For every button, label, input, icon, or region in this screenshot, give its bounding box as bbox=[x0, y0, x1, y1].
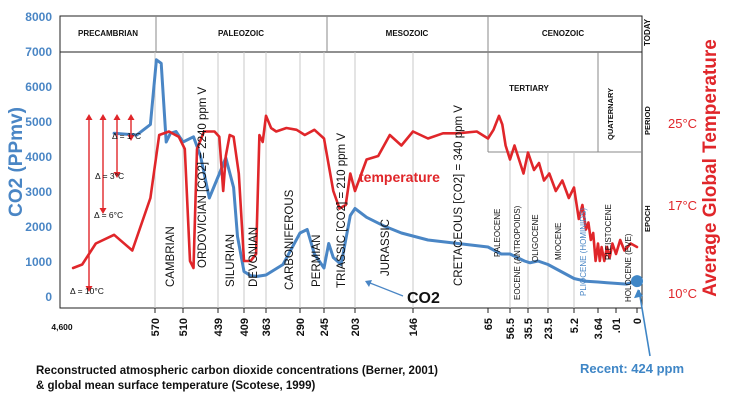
x-tick-label: 510 bbox=[178, 318, 190, 336]
geo-period-label: PLIOCENE (HOMINIDS) bbox=[579, 208, 588, 296]
x-tick-label: 363 bbox=[261, 318, 273, 336]
recent-pointer bbox=[638, 290, 651, 357]
delta-label: Δ = 6°C bbox=[94, 210, 123, 220]
period-label: QUATERNARY bbox=[606, 88, 615, 140]
epoch-axis-label: EPOCH bbox=[643, 205, 652, 232]
geo-period-label: PALEOCENE bbox=[493, 209, 502, 257]
chart-labels: PRECAMBRIAN PALEOZOIC MESOZOIC CENOZOIC TODA… bbox=[6, 18, 721, 307]
recent-marker bbox=[631, 275, 651, 357]
period-label: TERTIARY bbox=[509, 84, 549, 93]
y-tick-label: 0 bbox=[45, 290, 52, 304]
recent-point bbox=[631, 275, 643, 288]
delta-arrowhead bbox=[85, 286, 93, 292]
co2-pointer-head bbox=[365, 280, 372, 287]
era-label: TODAY bbox=[643, 18, 652, 46]
co2-line bbox=[112, 58, 639, 286]
y-tick-label: 3000 bbox=[25, 185, 52, 199]
geo-period-label: EOCENE (ANTROPOIDS) bbox=[513, 205, 522, 300]
plot-border bbox=[59, 15, 643, 309]
geo-period-label: PLEISTOCENE bbox=[604, 204, 613, 260]
x-tick-label: 65 bbox=[483, 318, 495, 330]
delta-label: Δ = 3°C bbox=[95, 171, 124, 181]
geo-period-label: JURASSIC bbox=[380, 219, 392, 276]
y-tick-label: 8000 bbox=[25, 10, 52, 24]
delta-arrows: Δ = 1°C Δ = 3°C Δ = 6°C Δ = 10°C bbox=[70, 114, 141, 296]
x-tick-label: 56.5 bbox=[505, 318, 517, 339]
x-tick-label: 439 bbox=[213, 318, 225, 336]
recent-co2-label: Recent: 424 ppm bbox=[580, 361, 685, 376]
y-tick-label: 7000 bbox=[25, 45, 52, 59]
x-tick-label: 5.2 bbox=[569, 318, 581, 333]
x-tick-label: 146 bbox=[408, 318, 420, 336]
x-tick-label: 4,600 bbox=[51, 322, 73, 332]
geo-period-label: CRETACEOUS [CO2] = 340 ppm V bbox=[453, 105, 465, 286]
chart-caption: Reconstructed atmospheric carbon dioxide… bbox=[36, 364, 438, 394]
y-tick-label: 5000 bbox=[25, 115, 52, 129]
x-tick-label: 0 bbox=[632, 318, 644, 324]
delta-label: Δ = 1°C bbox=[112, 131, 141, 141]
delta-label: Δ = 10°C bbox=[70, 286, 104, 296]
geo-period-label: OLIGOCENE bbox=[531, 214, 540, 262]
temp-tick-label: 25°C bbox=[668, 116, 697, 131]
temp-tick-label: 17°C bbox=[668, 198, 697, 213]
period-axis-label: PERIOD bbox=[643, 106, 652, 135]
x-tick-label: 409 bbox=[239, 318, 251, 336]
recent-pointer-head bbox=[634, 289, 643, 299]
temp-tick-label: 10°C bbox=[668, 286, 697, 301]
x-tick-label: 3.64 bbox=[593, 317, 605, 339]
geo-period-label: CARBONIFEROUS bbox=[284, 189, 296, 290]
geo-period-label: CAMBRIAN bbox=[165, 226, 177, 287]
era-label: MESOZOIC bbox=[386, 29, 429, 38]
geo-period-label: SILURIAN bbox=[225, 234, 237, 287]
geo-period-label: ORDOVICIAN [CO2] = 2240 ppm V bbox=[197, 86, 209, 268]
delta-arrowhead bbox=[113, 172, 121, 178]
x-tick-label: 290 bbox=[295, 318, 307, 336]
y-tick-label: 1000 bbox=[25, 255, 52, 269]
delta-arrowhead bbox=[99, 208, 107, 214]
x-tick-label: 245 bbox=[319, 318, 331, 336]
delta-arrowhead bbox=[99, 114, 107, 120]
delta-arrowhead bbox=[113, 114, 121, 120]
temperature-annotation: temperature bbox=[359, 169, 440, 185]
geo-period-label: PERMIAN bbox=[311, 235, 323, 287]
delta-arrowhead bbox=[85, 114, 93, 120]
caption-line-2: & global mean surface temperature (Scote… bbox=[36, 380, 316, 392]
era-label: CENOZOIC bbox=[542, 29, 584, 38]
delta-arrowhead bbox=[127, 135, 135, 141]
co2-annotation: CO2 bbox=[407, 290, 440, 307]
era-label: PRECAMBRIAN bbox=[78, 29, 138, 38]
geo-period-label: TRIASSIC [CO2] = 210 ppm V bbox=[336, 133, 348, 288]
co2-series bbox=[112, 58, 639, 286]
y-tick-label: 2000 bbox=[25, 220, 52, 234]
temperature-series bbox=[71, 114, 639, 270]
y-tick-label: 4000 bbox=[25, 150, 52, 164]
y-tick-label: 6000 bbox=[25, 80, 52, 94]
y-axis-title-right: Average Global Temperature bbox=[700, 39, 721, 297]
temperature-line bbox=[71, 114, 639, 270]
x-tick-label: 570 bbox=[150, 318, 162, 336]
plot-frame bbox=[59, 15, 643, 309]
caption-line-1: Reconstructed atmospheric carbon dioxide… bbox=[36, 365, 438, 377]
x-tick-label: .01 bbox=[611, 318, 623, 333]
x-tick-label: 203 bbox=[350, 318, 362, 336]
y-axis-title-left: CO2 (PPmv) bbox=[6, 107, 27, 217]
co2-pointer bbox=[369, 282, 404, 297]
geo-period-label: DEVONIAN bbox=[248, 227, 260, 287]
axis-ticks: 0 1000 2000 3000 4000 5000 6000 7000 8000 25°C 17°… bbox=[25, 10, 697, 339]
delta-arrowhead bbox=[127, 114, 135, 120]
geo-period-label: MIOCENE bbox=[554, 223, 563, 260]
x-tick-label: 35.5 bbox=[523, 318, 535, 339]
era-label: PALEOZOIC bbox=[218, 29, 264, 38]
x-tick-label: 23.5 bbox=[543, 318, 555, 339]
geo-period-label: HOLOCENE (EVE) bbox=[624, 233, 633, 302]
